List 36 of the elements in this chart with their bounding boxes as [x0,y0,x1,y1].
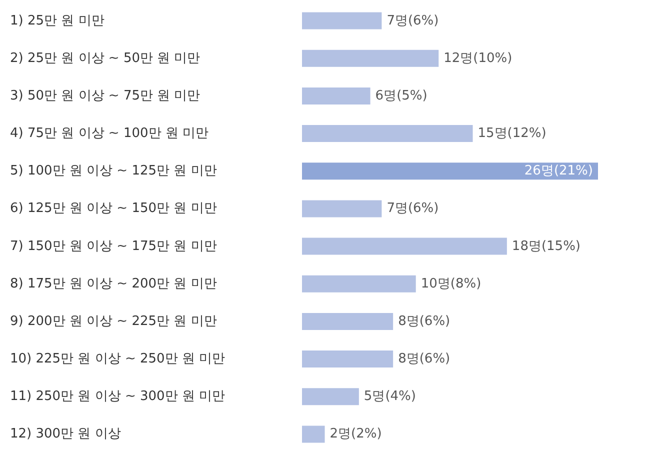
data-label: 15명(12%) [478,126,546,142]
bar [302,388,359,406]
data-label: 26명(21%) [524,164,593,179]
data-label: 18명(15%) [512,238,581,254]
bar [302,12,382,30]
y-tick-label: 2) 25만 원 이상 ~ 50만 원 미만 [10,50,200,66]
bar [302,350,394,368]
bar [302,162,598,180]
bar [302,125,473,142]
data-label: 2명(2%) [330,426,382,442]
data-label: 7명(6%) [386,201,439,216]
y-tick-label: 10) 225만 원 이상 ~ 250만 원 미만 [10,352,226,367]
bar [302,200,382,218]
y-tick-label: 7) 150만 원 이상 ~ 175만 원 미만 [10,238,217,254]
bar [302,275,416,292]
y-tick-label: 1) 25만 원 미만 [10,13,104,28]
bar [302,312,394,330]
data-label: 12명(10%) [444,50,512,66]
y-tick-label: 8) 175만 원 이상 ~ 200만 원 미만 [10,276,217,292]
bar [302,50,439,67]
y-tick-label: 5) 100만 원 이상 ~ 125만 원 미만 [10,164,217,179]
y-tick-label: 6) 125만 원 이상 ~ 150만 원 미만 [10,201,217,216]
bar [302,238,507,255]
y-tick-label: 12) 300만 원 이상 [10,426,121,442]
data-label: 8명(6%) [398,352,450,367]
data-label: 5명(4%) [364,389,416,404]
bar [302,87,370,104]
y-tick-label: 11) 250만 원 이상 ~ 300만 원 미만 [10,389,226,404]
y-tick-label: 4) 75만 원 이상 ~ 100만 원 미만 [10,126,209,142]
data-label: 10명(8%) [420,276,482,292]
y-tick-label: 3) 50만 원 이상 ~ 75만 원 미만 [10,88,200,104]
data-label: 7명(6%) [386,13,439,28]
data-label: 8명(6%) [398,314,450,329]
data-label: 6명(5%) [375,88,428,104]
y-tick-label: 9) 200만 원 이상 ~ 225만 원 미만 [10,314,217,329]
bar [302,426,325,443]
